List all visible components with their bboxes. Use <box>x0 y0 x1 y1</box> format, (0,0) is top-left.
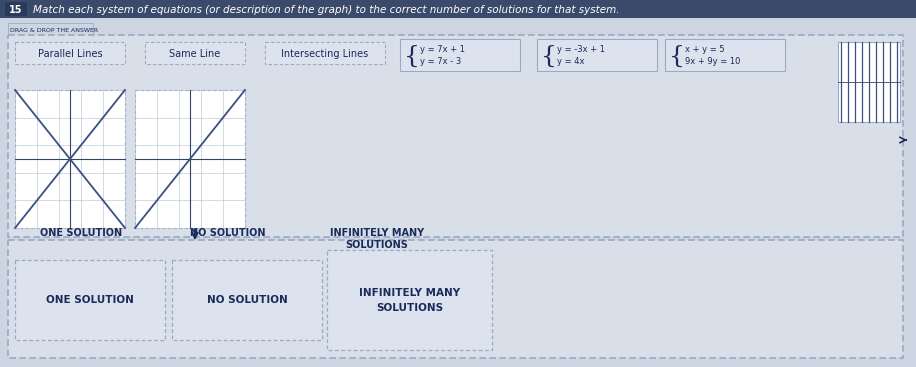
Bar <box>265 42 385 64</box>
Text: INFINITELY MANY: INFINITELY MANY <box>330 228 424 238</box>
Bar <box>15 260 165 340</box>
Text: ONE SOLUTION: ONE SOLUTION <box>46 295 134 305</box>
Bar <box>172 260 322 340</box>
Text: Match each system of equations (or description of the graph) to the correct numb: Match each system of equations (or descr… <box>33 5 619 15</box>
Bar <box>400 39 520 71</box>
Bar <box>327 250 492 350</box>
Text: SOLUTIONS: SOLUTIONS <box>345 240 408 250</box>
Text: Intersecting Lines: Intersecting Lines <box>281 49 368 59</box>
Text: ONE SOLUTION: ONE SOLUTION <box>40 228 122 238</box>
Bar <box>665 39 785 71</box>
Text: y = 7x - 3: y = 7x - 3 <box>420 57 462 65</box>
Text: INFINITELY MANY: INFINITELY MANY <box>359 288 460 298</box>
Text: NO SOLUTION: NO SOLUTION <box>207 295 288 305</box>
Text: 15: 15 <box>9 5 23 15</box>
Text: NO SOLUTION: NO SOLUTION <box>190 228 266 238</box>
Text: y = 4x: y = 4x <box>557 57 584 65</box>
Text: Same Line: Same Line <box>169 49 221 59</box>
Bar <box>135 90 245 228</box>
Text: SOLUTIONS: SOLUTIONS <box>376 303 443 313</box>
Text: 9x + 9y = 10: 9x + 9y = 10 <box>685 57 740 65</box>
Bar <box>15 90 125 228</box>
Text: DRAG & DROP THE ANSWER: DRAG & DROP THE ANSWER <box>10 28 98 33</box>
Bar <box>8 35 903 237</box>
Bar <box>145 42 245 64</box>
Text: {: { <box>541 44 557 68</box>
Text: x + y = 5: x + y = 5 <box>685 44 725 54</box>
Bar <box>15 42 125 64</box>
Text: Parallel Lines: Parallel Lines <box>38 49 103 59</box>
Text: y = -3x + 1: y = -3x + 1 <box>557 44 605 54</box>
Bar <box>5 2 27 16</box>
Bar <box>838 42 900 122</box>
Bar <box>537 39 657 71</box>
Bar <box>8 240 903 358</box>
Bar <box>0 0 916 18</box>
Bar <box>8 23 93 35</box>
Text: {: { <box>669 44 685 68</box>
Text: y = 7x + 1: y = 7x + 1 <box>420 44 465 54</box>
Text: {: { <box>404 44 420 68</box>
